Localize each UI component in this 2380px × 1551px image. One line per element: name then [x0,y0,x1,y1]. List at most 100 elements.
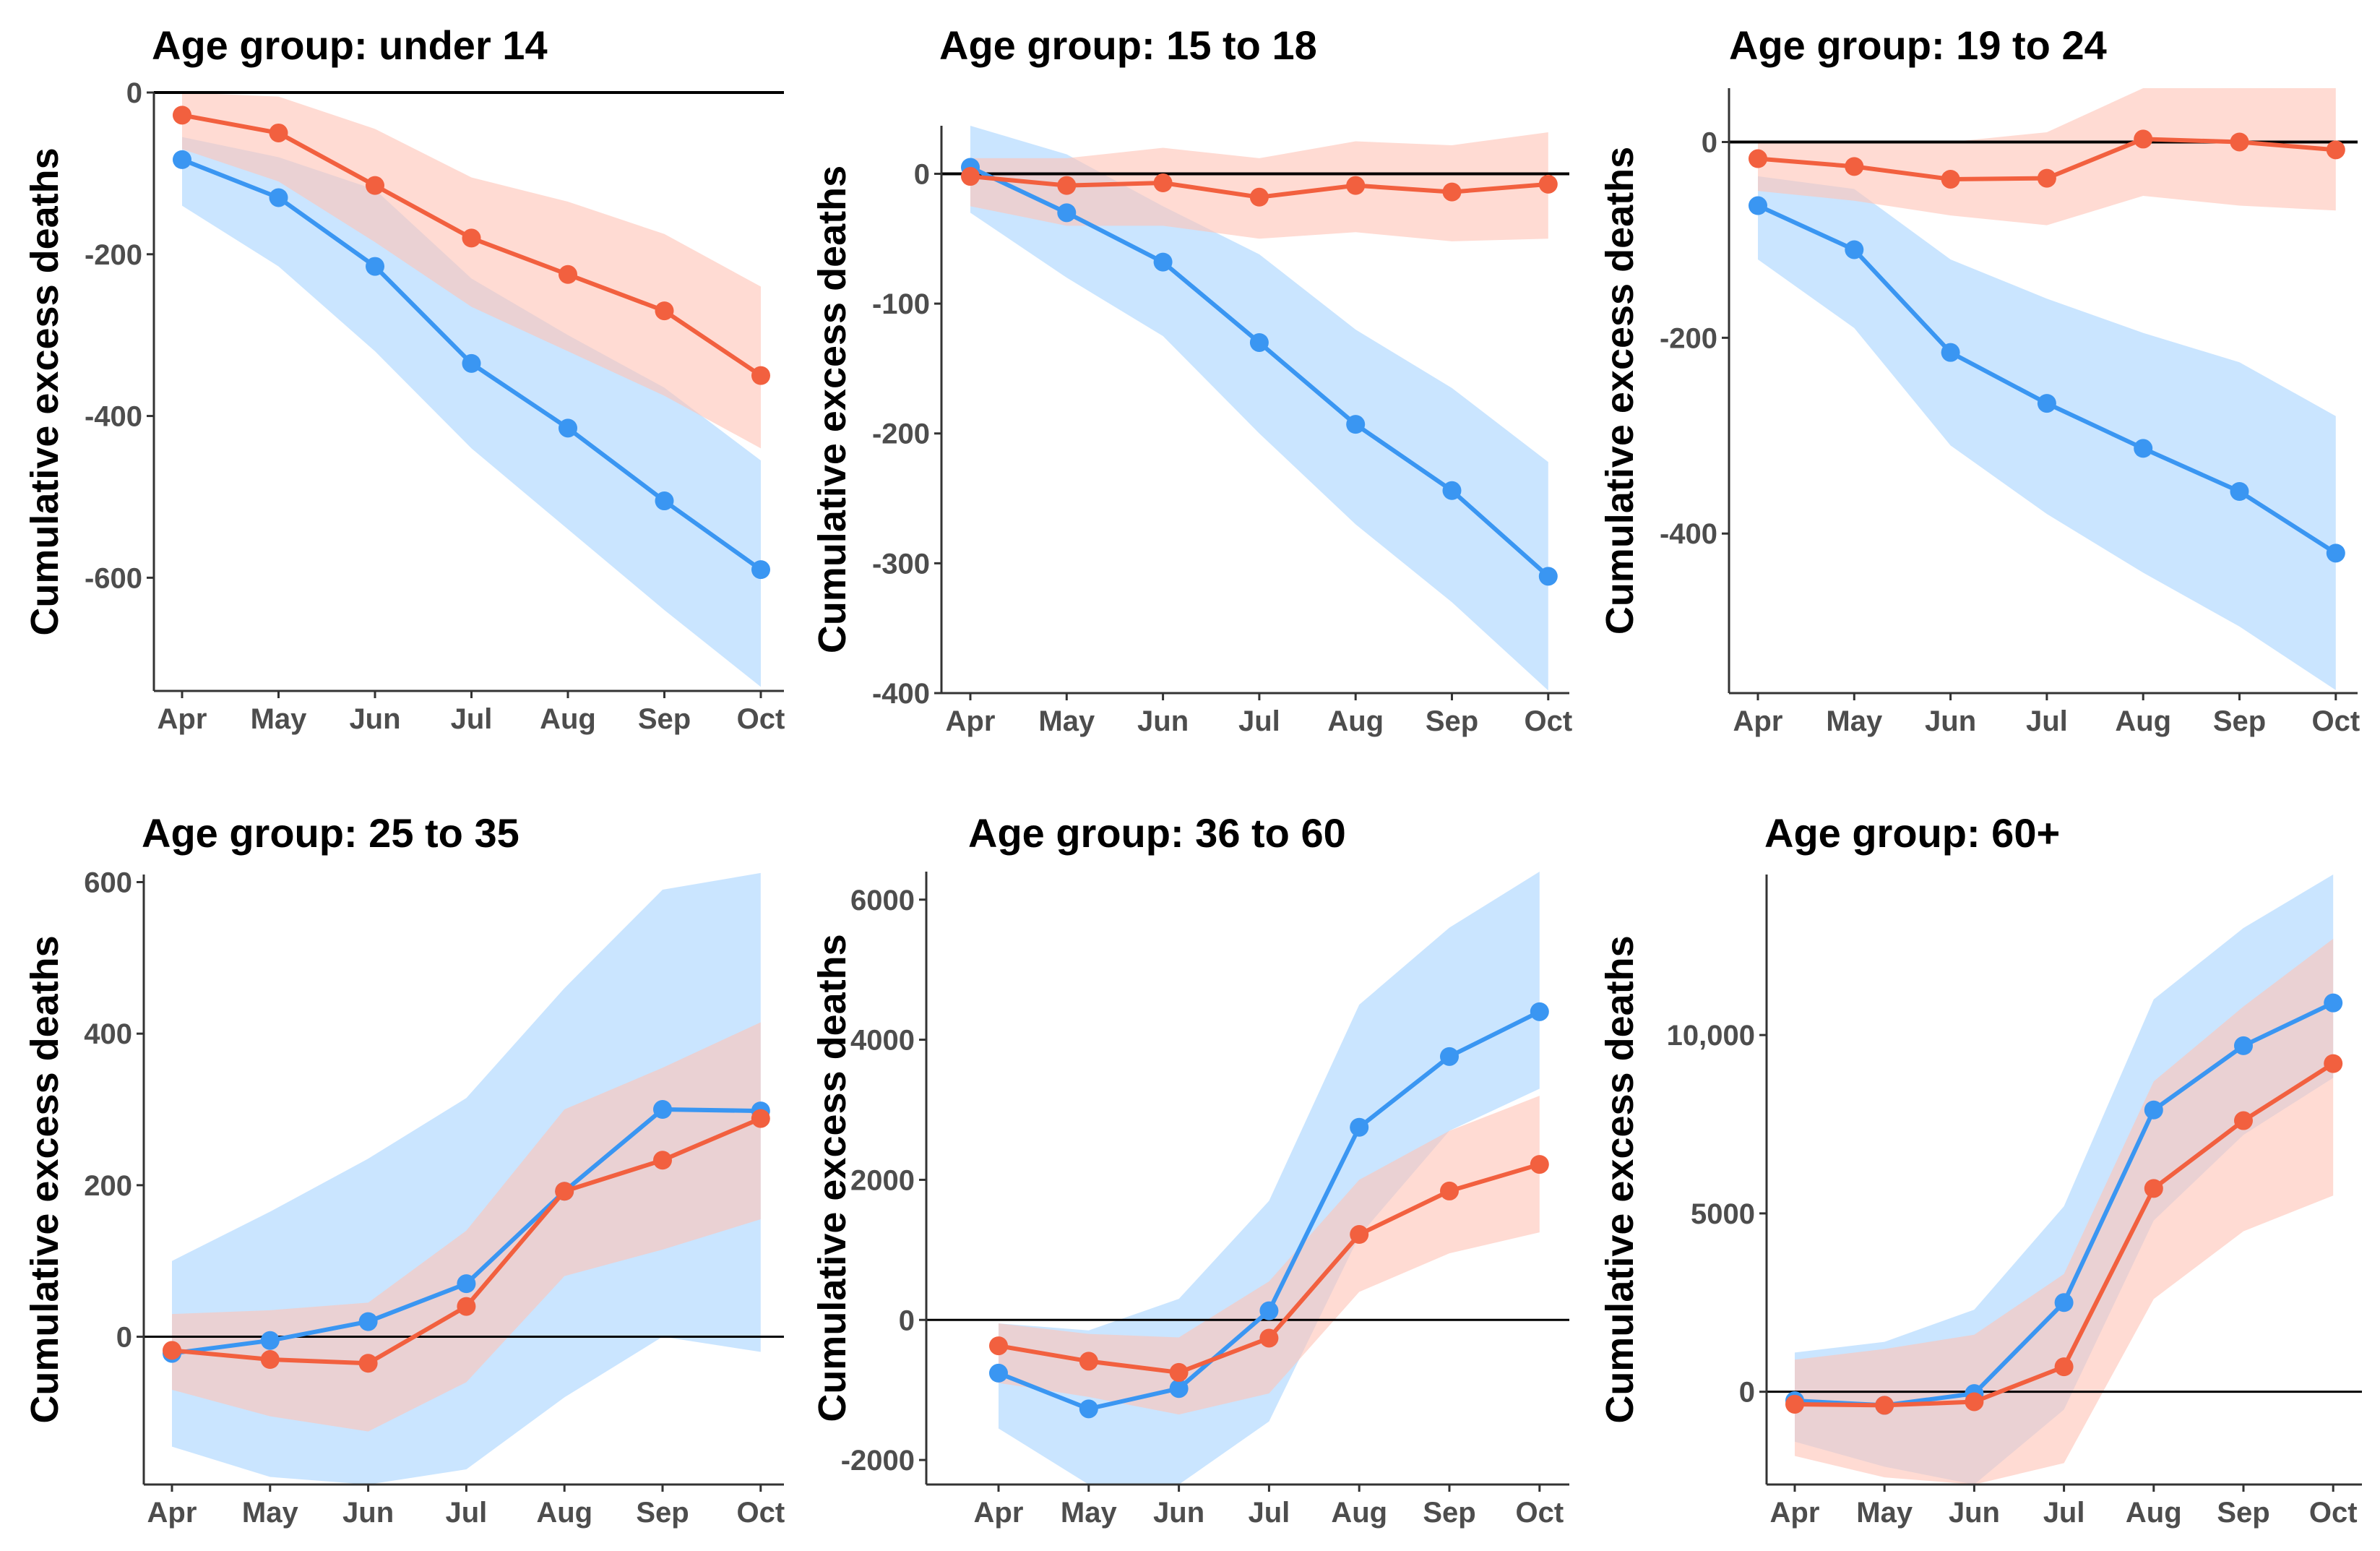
blue-series-band [182,137,761,687]
red-series-point [1538,174,1558,194]
x-tick-label: May [242,1497,299,1529]
y-tick-label: 10,000 [1667,1020,1755,1052]
y-tick-label: 4000 [850,1025,915,1057]
blue-series-point [1346,415,1366,434]
red-series-point [1259,1328,1279,1348]
chart-title: Age group: 25 to 35 [142,810,519,856]
y-tick-label: -100 [872,288,930,320]
x-tick-label: May [1038,705,1095,737]
blue-series-point [462,353,481,373]
red-series-band [999,1096,1540,1415]
y-tick-label: 0 [1702,126,1717,158]
y-tick-label: 200 [84,1170,132,1202]
chart-panel-2: 0 -100 -200 -300 -400 Apr May Jun Jul Aug Sep Oct Ag… [811,22,1572,737]
x-tick-label: Oct [1515,1497,1564,1529]
red-series-point [2037,168,2056,188]
red-series-point [1965,1392,1984,1412]
red-series-point [1530,1155,1549,1174]
red-series-point [2326,140,2345,160]
red-series-point [1169,1362,1189,1382]
x-tick-label: Apr [147,1497,197,1529]
x-tick-label: Apr [974,1497,1024,1529]
x-tick-label: Apr [1770,1497,1820,1529]
red-series-point [961,167,980,186]
red-series-point [653,1151,672,1170]
x-tick-label: Oct [2311,705,2360,737]
blue-series-point [751,560,770,580]
x-tick-label: Apr [946,705,996,737]
x-tick-label: Oct [737,703,785,735]
blue-series-point [2134,439,2153,458]
x-tick-label: May [1856,1497,1913,1529]
y-tick-label: 0 [1739,1377,1755,1409]
x-tick-label: Oct [1524,705,1572,737]
chart-title: Age group: under 14 [152,22,548,68]
red-series-point [655,301,674,321]
x-tick-label: Sep [636,1497,689,1529]
x-tick-label: Jun [1949,1497,2000,1529]
red-series-band [182,93,761,449]
x-tick-label: Jul [2043,1497,2085,1529]
red-series-point [462,228,481,248]
red-series-point [1442,182,1462,202]
blue-series-point [366,257,384,276]
blue-series-band [970,126,1548,691]
y-axis-label: Cumulative excess deaths [811,934,854,1422]
x-tick-label: Jun [1137,705,1189,737]
x-tick-label: May [251,703,308,735]
x-tick-label: Jul [446,1497,488,1529]
red-series-point [2134,129,2153,149]
blue-series-point [653,1100,672,1120]
x-tick-label: Apr [1733,705,1783,737]
blue-series-point [1259,1301,1279,1320]
blue-series-point [2326,544,2345,563]
x-tick-label: Sep [2217,1497,2269,1529]
y-tick-label: 0 [116,1322,132,1354]
red-series-point [1440,1181,1459,1200]
blue-series-point [269,188,288,207]
red-series-point [1875,1396,1894,1415]
blue-series-point [989,1363,1008,1383]
red-series-point [1079,1352,1098,1371]
red-series-point [269,123,288,142]
chart-title: Age group: 36 to 60 [968,810,1346,856]
y-tick-label: 0 [899,1305,915,1336]
chart-title: Age group: 60+ [1764,810,2060,856]
red-series-point [163,1341,181,1360]
blue-series-point [1442,481,1462,500]
x-tick-label: Aug [1331,1497,1387,1529]
red-series-point [2054,1357,2074,1377]
blue-series-band [999,872,1540,1485]
x-tick-label: Jul [1238,705,1280,737]
x-tick-label: Jun [1925,705,1976,737]
red-series-point [751,1109,770,1128]
red-series-point [1350,1225,1369,1245]
x-tick-label: Jul [2026,705,2068,737]
blue-series-point [1538,567,1558,586]
chart-title: Age group: 19 to 24 [1729,22,2107,68]
x-tick-label: May [1061,1497,1118,1529]
red-series-point [1749,149,1767,168]
chart-panel-3: 0 -200 -400 Apr May Jun Jul Aug Sep Oct Age group:… [1598,22,2360,737]
y-tick-label: -400 [1660,518,1717,550]
x-tick-label: May [1826,705,1883,737]
y-tick-label: 0 [126,77,142,109]
blue-series-point [1057,203,1077,223]
red-series-point [751,366,770,385]
y-tick-label: 600 [84,867,132,898]
blue-series-point [2234,1036,2253,1055]
x-tick-label: Aug [540,703,596,735]
y-tick-label: -400 [872,678,930,710]
blue-series-point [1249,332,1269,352]
blue-series-point [2324,993,2343,1013]
y-tick-label: 6000 [850,885,915,916]
blue-series-point [1530,1002,1549,1021]
x-tick-label: Oct [736,1497,785,1529]
red-series-point [559,265,577,284]
y-tick-label: 0 [914,158,930,190]
red-series-point [173,106,191,125]
red-series-point [1153,173,1173,193]
red-series-point [555,1182,574,1201]
chart-panel-4: 0 200 400 600 Apr May Jun Jul Aug Sep Oct Age group… [23,810,785,1529]
chart-panel-1: 0 -200 -400 -600 Apr May Jun Jul Aug Sep Oct Age gr… [23,22,785,735]
